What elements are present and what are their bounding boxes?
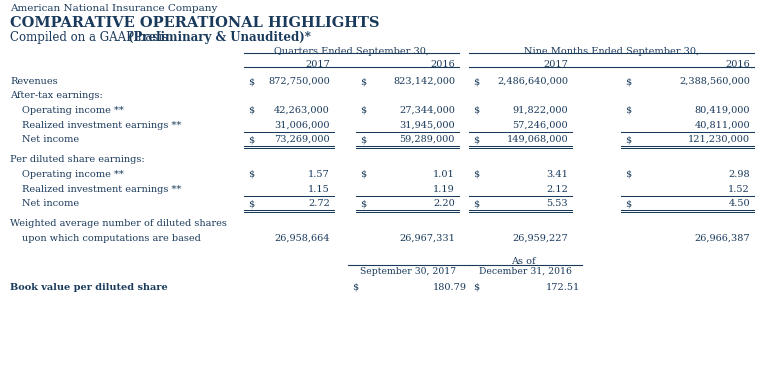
Text: 91,822,000: 91,822,000 bbox=[512, 106, 568, 115]
Text: 5.53: 5.53 bbox=[546, 199, 568, 208]
Text: $: $ bbox=[625, 106, 632, 115]
Text: $: $ bbox=[473, 199, 480, 208]
Text: 2016: 2016 bbox=[430, 60, 455, 69]
Text: Revenues: Revenues bbox=[10, 77, 58, 86]
Text: 31,945,000: 31,945,000 bbox=[399, 121, 455, 129]
Text: Book value per diluted share: Book value per diluted share bbox=[10, 282, 168, 291]
Text: 3.41: 3.41 bbox=[546, 170, 568, 179]
Text: 1.15: 1.15 bbox=[309, 184, 330, 193]
Text: $: $ bbox=[248, 77, 255, 86]
Text: $: $ bbox=[360, 170, 366, 179]
Text: $: $ bbox=[473, 170, 480, 179]
Text: 73,269,000: 73,269,000 bbox=[274, 135, 330, 144]
Text: 59,289,000: 59,289,000 bbox=[400, 135, 455, 144]
Text: $: $ bbox=[625, 199, 632, 208]
Text: 2017: 2017 bbox=[543, 60, 568, 69]
Text: 2.20: 2.20 bbox=[433, 199, 455, 208]
Text: 26,967,331: 26,967,331 bbox=[399, 234, 455, 243]
Text: December 31, 2016: December 31, 2016 bbox=[479, 266, 572, 275]
Text: $: $ bbox=[352, 282, 358, 291]
Text: 149,068,000: 149,068,000 bbox=[506, 135, 568, 144]
Text: $: $ bbox=[248, 170, 255, 179]
Text: After-tax earnings:: After-tax earnings: bbox=[10, 92, 103, 101]
Text: 872,750,000: 872,750,000 bbox=[268, 77, 330, 86]
Text: 180.79: 180.79 bbox=[433, 282, 467, 291]
Text: $: $ bbox=[248, 106, 255, 115]
Text: 1.01: 1.01 bbox=[433, 170, 455, 179]
Text: 1.19: 1.19 bbox=[433, 184, 455, 193]
Text: $: $ bbox=[625, 135, 632, 144]
Text: $: $ bbox=[360, 199, 366, 208]
Text: $: $ bbox=[248, 135, 255, 144]
Text: $: $ bbox=[248, 199, 255, 208]
Text: 2017: 2017 bbox=[305, 60, 330, 69]
Text: Per diluted share earnings:: Per diluted share earnings: bbox=[10, 156, 144, 165]
Text: $: $ bbox=[625, 77, 632, 86]
Text: 2.12: 2.12 bbox=[546, 184, 568, 193]
Text: Nine Months Ended September 30,: Nine Months Ended September 30, bbox=[524, 47, 699, 56]
Text: 26,958,664: 26,958,664 bbox=[274, 234, 330, 243]
Text: Operating income **: Operating income ** bbox=[22, 106, 124, 115]
Text: $: $ bbox=[625, 170, 632, 179]
Text: $: $ bbox=[473, 77, 480, 86]
Text: $: $ bbox=[473, 106, 480, 115]
Text: 40,811,000: 40,811,000 bbox=[695, 121, 750, 129]
Text: 27,344,000: 27,344,000 bbox=[399, 106, 455, 115]
Text: Operating income **: Operating income ** bbox=[22, 170, 124, 179]
Text: 2,486,640,000: 2,486,640,000 bbox=[497, 77, 568, 86]
Text: $: $ bbox=[473, 135, 480, 144]
Text: 1.52: 1.52 bbox=[728, 184, 750, 193]
Text: $: $ bbox=[473, 282, 480, 291]
Text: 121,230,000: 121,230,000 bbox=[688, 135, 750, 144]
Text: COMPARATIVE OPERATIONAL HIGHLIGHTS: COMPARATIVE OPERATIONAL HIGHLIGHTS bbox=[10, 16, 379, 30]
Text: Realized investment earnings **: Realized investment earnings ** bbox=[22, 184, 181, 193]
Text: 26,959,227: 26,959,227 bbox=[512, 234, 568, 243]
Text: 1.57: 1.57 bbox=[309, 170, 330, 179]
Text: 4.50: 4.50 bbox=[728, 199, 750, 208]
Text: Quarters Ended September 30,: Quarters Ended September 30, bbox=[274, 47, 429, 56]
Text: Net income: Net income bbox=[22, 199, 79, 208]
Text: 80,419,000: 80,419,000 bbox=[695, 106, 750, 115]
Text: 2.98: 2.98 bbox=[728, 170, 750, 179]
Text: Realized investment earnings **: Realized investment earnings ** bbox=[22, 121, 181, 129]
Text: $: $ bbox=[360, 77, 366, 86]
Text: 172.51: 172.51 bbox=[546, 282, 580, 291]
Text: Net income: Net income bbox=[22, 135, 79, 144]
Text: 2.72: 2.72 bbox=[308, 199, 330, 208]
Text: September 30, 2017: September 30, 2017 bbox=[360, 266, 457, 275]
Text: $: $ bbox=[360, 106, 366, 115]
Text: 57,246,000: 57,246,000 bbox=[512, 121, 568, 129]
Text: $: $ bbox=[360, 135, 366, 144]
Text: As of: As of bbox=[511, 257, 536, 266]
Text: 26,966,387: 26,966,387 bbox=[695, 234, 750, 243]
Text: upon which computations are based: upon which computations are based bbox=[22, 234, 201, 243]
Text: 42,263,000: 42,263,000 bbox=[274, 106, 330, 115]
Text: 31,006,000: 31,006,000 bbox=[274, 121, 330, 129]
Text: Weighted average number of diluted shares: Weighted average number of diluted share… bbox=[10, 220, 227, 229]
Text: Compiled on a GAAP basis: Compiled on a GAAP basis bbox=[10, 31, 172, 44]
Text: American National Insurance Company: American National Insurance Company bbox=[10, 4, 217, 13]
Text: 823,142,000: 823,142,000 bbox=[393, 77, 455, 86]
Text: 2,388,560,000: 2,388,560,000 bbox=[679, 77, 750, 86]
Text: 2016: 2016 bbox=[725, 60, 750, 69]
Text: (Preliminary & Unaudited)*: (Preliminary & Unaudited)* bbox=[128, 31, 311, 44]
